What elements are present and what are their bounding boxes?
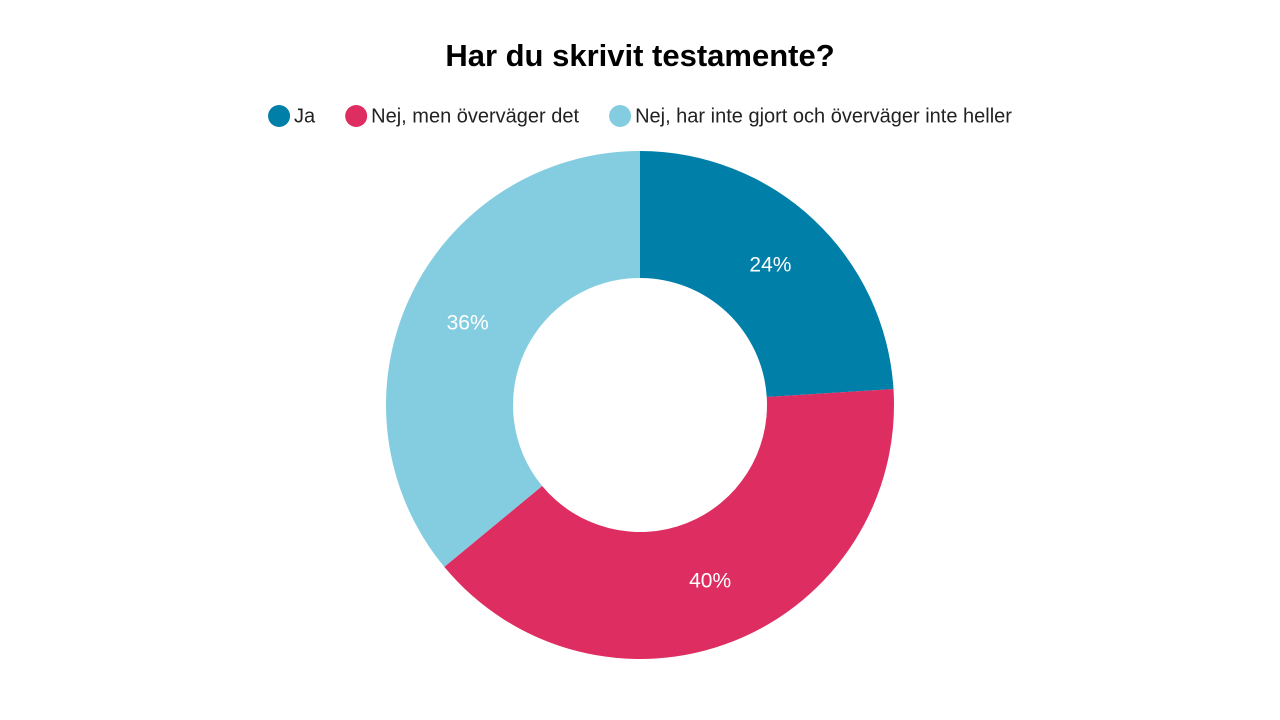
donut-slice bbox=[640, 151, 894, 398]
data-label: 24% bbox=[749, 254, 791, 277]
donut-slice bbox=[386, 150, 640, 567]
legend-marker bbox=[268, 105, 291, 127]
data-label: 40% bbox=[689, 570, 731, 593]
legend-marker bbox=[609, 105, 632, 127]
donut-slice bbox=[444, 389, 894, 659]
legend-marker bbox=[345, 105, 368, 127]
chart-title: Har du skrivit testamente? bbox=[445, 38, 834, 73]
legend-label: Ja bbox=[294, 105, 316, 127]
legend-label: Nej, har inte gjort och överväger inte h… bbox=[635, 105, 1012, 127]
data-label: 36% bbox=[447, 311, 489, 334]
legend-label: Nej, men överväger det bbox=[371, 105, 579, 127]
